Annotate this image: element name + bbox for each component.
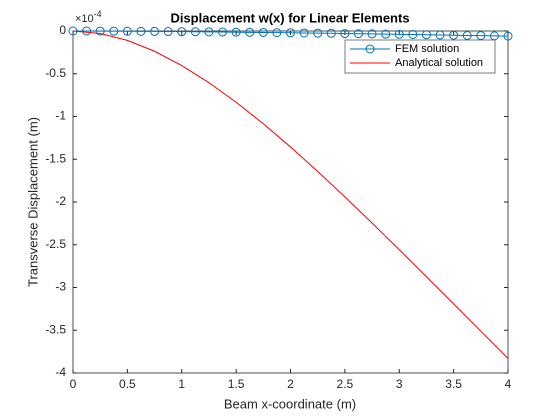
x-tick-label: 3.5 <box>445 377 462 391</box>
data-point <box>435 30 445 40</box>
y-axis-label: Transverse Displacement (m) <box>25 117 40 287</box>
data-point <box>408 30 418 40</box>
y-tick-label: -3.5 <box>45 322 66 336</box>
data-point <box>326 28 336 38</box>
y-tick-label: -1 <box>55 109 66 123</box>
y-tick-label: -0.5 <box>45 66 66 80</box>
data-point <box>204 27 214 37</box>
data-point <box>367 29 377 39</box>
data-point <box>353 29 363 39</box>
x-tick-label: 0.5 <box>119 377 136 391</box>
data-point <box>299 28 309 38</box>
data-point <box>231 27 241 37</box>
data-point <box>503 31 513 41</box>
x-tick-label: 1.5 <box>228 377 245 391</box>
data-point <box>109 26 119 36</box>
data-point <box>177 27 187 37</box>
y-tick-label: -4 <box>55 365 66 379</box>
data-point <box>421 30 431 40</box>
data-point <box>163 27 173 37</box>
x-axis-label: Beam x-coordinate (m) <box>224 396 356 411</box>
multiplier-exponent: -4 <box>94 9 102 19</box>
x-tick-label: 1 <box>178 377 185 391</box>
legend-label: Analytical solution <box>395 57 483 69</box>
data-point <box>218 27 228 37</box>
chart-title: Displacement w(x) for Linear Elements <box>170 10 409 25</box>
plot-area <box>72 30 509 374</box>
data-point <box>272 28 282 38</box>
data-point <box>449 30 459 40</box>
data-point <box>313 28 323 38</box>
data-point <box>82 26 92 36</box>
data-point <box>95 26 105 36</box>
data-point <box>136 26 146 36</box>
y-tick-label: -2 <box>55 194 66 208</box>
data-point <box>245 27 255 37</box>
y-tick-label: -2.5 <box>45 237 66 251</box>
y-tick-label: -1.5 <box>45 151 66 165</box>
multiplier-base: ×10 <box>75 13 94 25</box>
y-tick-label: 0 <box>59 23 66 37</box>
legend-marker <box>365 44 375 54</box>
data-point <box>462 30 472 40</box>
series-line <box>73 30 509 37</box>
data-point <box>476 31 486 41</box>
data-point <box>258 27 268 37</box>
data-point <box>340 29 350 39</box>
data-point <box>150 26 160 36</box>
x-tick-label: 3 <box>396 377 403 391</box>
y-multiplier: ×10-4 <box>75 9 102 25</box>
data-point <box>286 28 295 38</box>
y-tick-label: -3 <box>55 280 66 294</box>
x-tick-label: 2 <box>287 377 294 391</box>
data-point <box>122 26 132 36</box>
legend-label: FEM solution <box>395 43 459 55</box>
data-point <box>394 29 404 39</box>
series-line <box>72 30 509 359</box>
x-tick-label: 2.5 <box>337 377 354 391</box>
x-tick-label: 4 <box>505 377 512 391</box>
data-point <box>381 29 391 39</box>
x-tick-label: 0 <box>70 377 77 391</box>
data-point <box>190 27 200 37</box>
